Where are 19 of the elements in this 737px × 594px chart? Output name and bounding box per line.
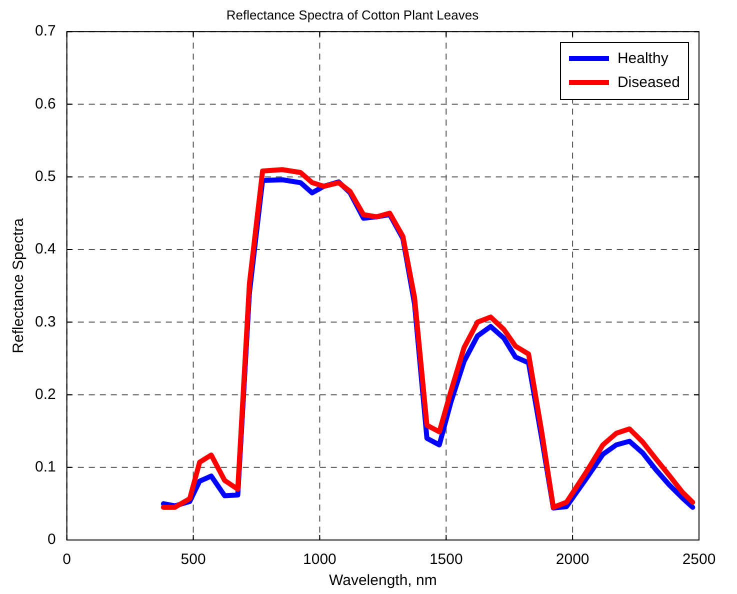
- y-tick-label: 0.3: [34, 313, 56, 330]
- x-axis-title: Wavelength, nm: [329, 572, 437, 590]
- x-tick-label: 1500: [429, 551, 463, 568]
- y-axis-title: Reflectance Spectra: [10, 218, 28, 354]
- y-tick-label: 0.6: [34, 95, 56, 112]
- y-tick-label: 0.5: [34, 168, 56, 185]
- x-tick-label: 0: [62, 551, 72, 568]
- legend-label: Diseased: [617, 74, 680, 92]
- x-tick-label: 1000: [303, 551, 336, 568]
- y-tick-label: 0.2: [34, 386, 56, 403]
- x-tick-label: 2500: [682, 551, 716, 568]
- y-tick-label: 0.1: [34, 458, 56, 476]
- x-tick-label: 500: [180, 551, 206, 568]
- y-tick-label: 0.7: [34, 22, 56, 40]
- y-tick-label: 0.4: [34, 240, 56, 258]
- y-tick-label: 0: [48, 531, 56, 548]
- chart-title: Reflectance Spectra of Cotton Plant Leaves: [226, 7, 480, 22]
- legend-label: Healthy: [617, 50, 668, 68]
- x-tick-label: 2000: [556, 551, 590, 568]
